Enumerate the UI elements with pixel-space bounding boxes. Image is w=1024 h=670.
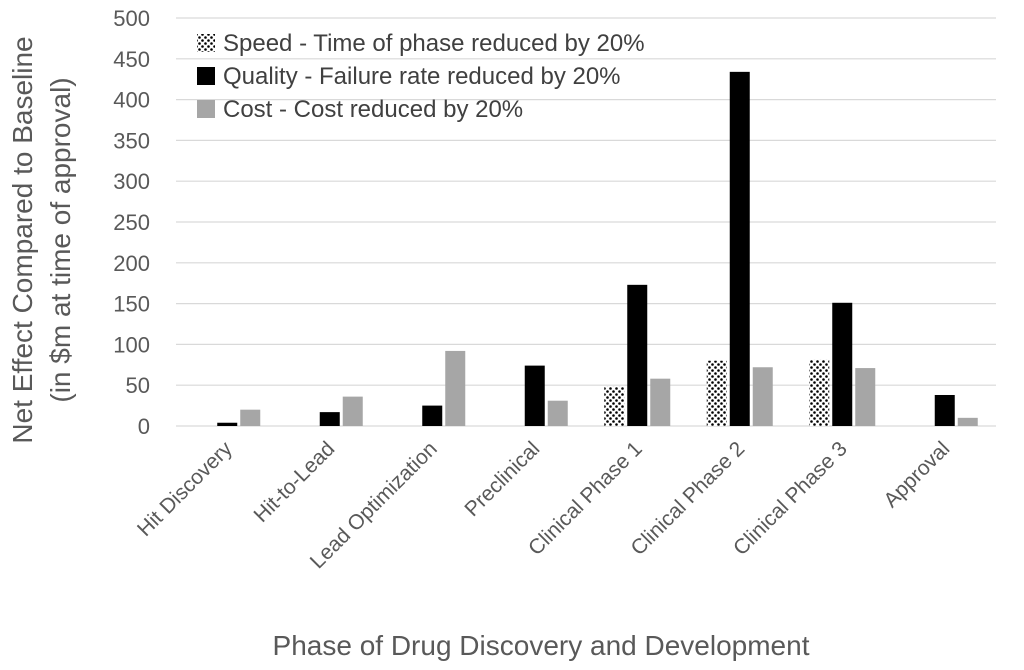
bar-quality — [729, 71, 750, 426]
x-category-label: Hit-to-Lead — [250, 437, 340, 527]
bar-speed — [706, 360, 727, 426]
legend-label: Cost - Cost reduced by 20% — [223, 96, 523, 123]
y-tick-label: 450 — [113, 47, 150, 72]
y-tick-label: 200 — [113, 251, 150, 276]
y-axis-title: Net Effect Compared to Baseline — [7, 36, 38, 443]
y-axis-ticks: 0 50 100 150 200 250 300 350 400 450 500 — [113, 6, 150, 439]
x-category-label: Hit Discovery — [133, 437, 237, 541]
bar-cost — [445, 350, 466, 426]
gridlines — [176, 17, 996, 427]
legend-label: Speed - Time of phase reduced by 20% — [223, 30, 645, 57]
bar-cost — [752, 367, 773, 426]
bar-cost — [342, 396, 363, 426]
y-tick-label: 250 — [113, 210, 150, 235]
legend-swatch — [197, 34, 215, 52]
legend-swatch — [197, 67, 215, 85]
bar-speed — [604, 386, 625, 426]
legend-swatch — [197, 100, 215, 118]
y-tick-label: 150 — [113, 292, 150, 317]
y-axis-subtitle: (in $m at time of approval) — [45, 77, 76, 402]
bar-cost — [650, 378, 671, 426]
y-tick-label: 300 — [113, 169, 150, 194]
bar-quality — [832, 302, 853, 426]
bar-cost — [855, 368, 876, 426]
legend: Speed - Time of phase reduced by 20% Qual… — [197, 30, 645, 123]
bar-quality — [934, 394, 955, 426]
y-tick-label: 400 — [113, 88, 150, 113]
bar-quality — [422, 405, 443, 426]
bar-cost — [240, 409, 261, 426]
x-category-label: Preclinical — [460, 437, 544, 521]
bar-quality — [524, 365, 545, 426]
x-category-label: Approval — [879, 437, 954, 512]
bar-cost — [957, 417, 978, 426]
bar-quality — [319, 412, 340, 426]
bar-quality — [217, 422, 238, 426]
bar-cost — [547, 400, 568, 426]
bar-quality — [627, 284, 648, 426]
y-tick-label: 50 — [126, 373, 150, 398]
y-tick-label: 500 — [113, 6, 150, 31]
y-tick-label: 100 — [113, 332, 150, 357]
x-axis-title: Phase of Drug Discovery and Development — [273, 630, 810, 661]
y-tick-label: 350 — [113, 128, 150, 153]
legend-label: Quality - Failure rate reduced by 20% — [223, 63, 621, 90]
x-category-label: Clinical Phase 3 — [729, 437, 852, 560]
bar-speed — [809, 359, 830, 426]
bars — [217, 71, 978, 426]
y-tick-label: 0 — [138, 414, 150, 439]
